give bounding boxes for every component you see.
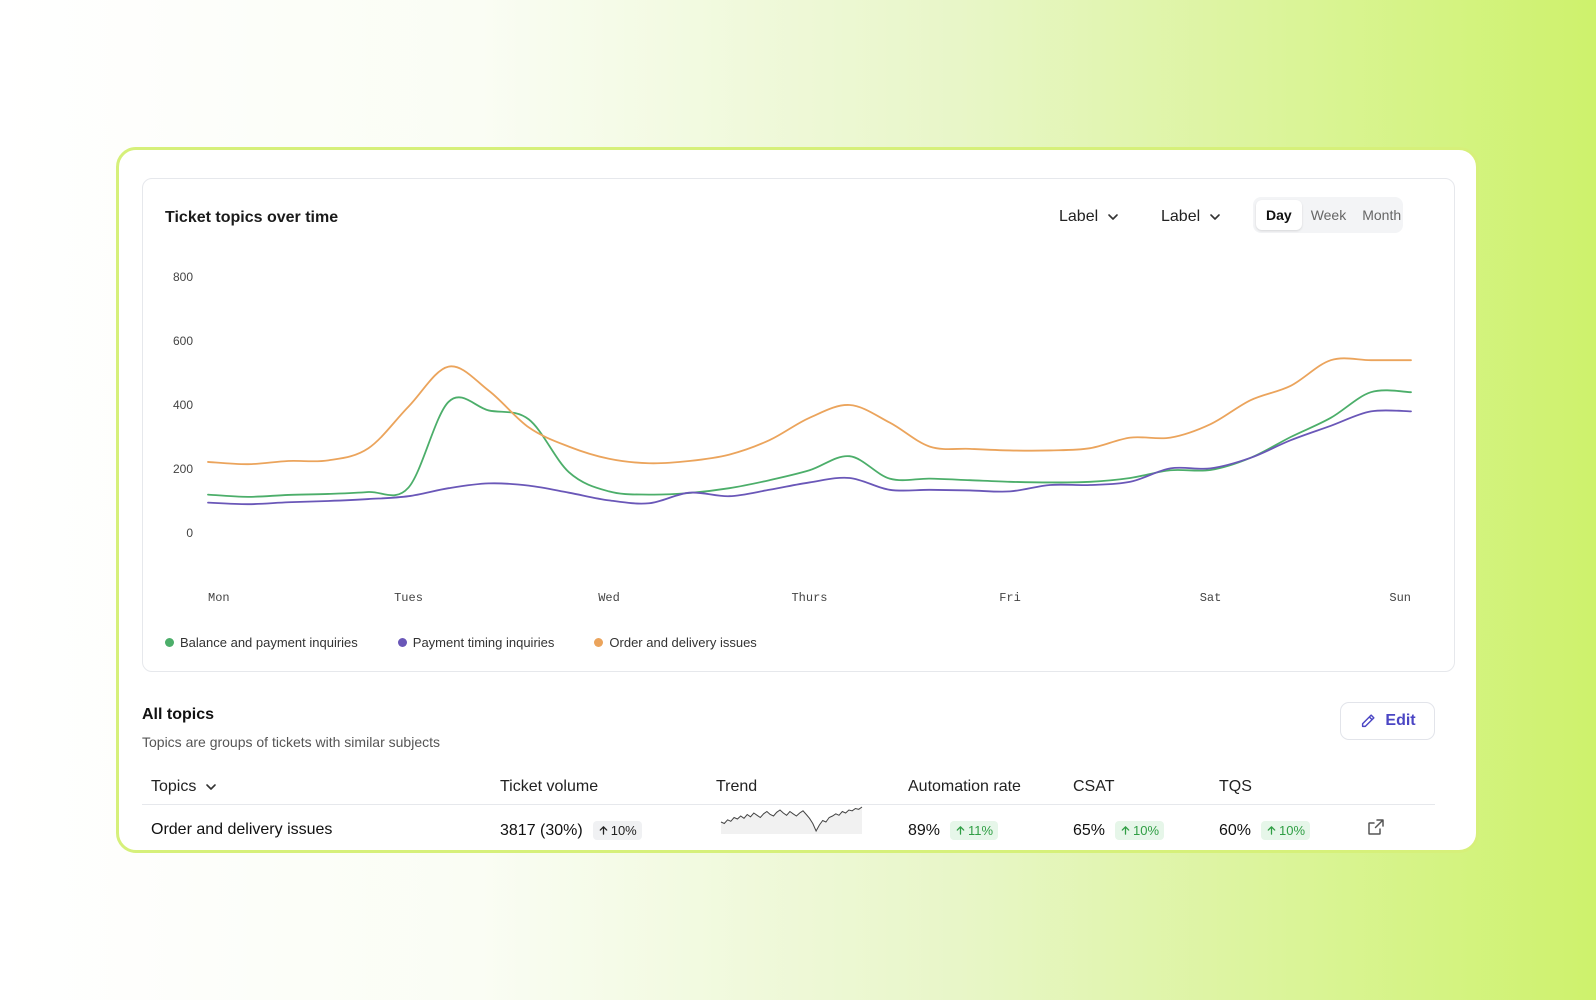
tab-week[interactable]: Week <box>1310 207 1347 223</box>
arrow-up-icon <box>1121 826 1130 835</box>
trend-sparkline <box>720 806 863 834</box>
label-dropdown-1[interactable]: Label <box>1059 208 1120 226</box>
legend-label: Balance and payment inquiries <box>180 635 358 650</box>
topic-name: Order and delivery issues <box>151 821 333 838</box>
label-dropdown-2[interactable]: Label <box>1161 208 1222 226</box>
arrow-up-icon <box>599 826 608 835</box>
automation-rate-cell: 89% 11% <box>908 821 999 840</box>
y-tick-label: 600 <box>173 334 193 348</box>
table-header-divider <box>142 804 1435 805</box>
sparkline-area <box>721 807 862 834</box>
line-chart: 0 200 400 600 800 Mon Tues Wed Thurs Fri Sat Sun <box>173 270 1412 605</box>
arrow-up-icon <box>1267 826 1276 835</box>
x-tick-label: Fri <box>999 591 1021 605</box>
chevron-down-icon <box>206 784 217 790</box>
legend-item: Balance and payment inquiries <box>165 635 358 650</box>
x-tick-label: Wed <box>598 591 620 605</box>
chevron-down-icon <box>1210 214 1220 220</box>
ticket-volume-value: 3817 (30%) <box>500 821 583 839</box>
volume-change-value: 10% <box>610 823 637 838</box>
legend-label: Order and delivery issues <box>609 635 757 650</box>
column-header-csat: CSAT <box>1073 778 1115 795</box>
series-line-balance-and-payment-inquiries <box>207 389 1412 498</box>
csat-value: 65% <box>1073 821 1106 839</box>
x-tick-label: Tues <box>394 591 423 605</box>
tab-day[interactable]: Day <box>1256 200 1302 230</box>
tqs-value: 60% <box>1219 821 1252 839</box>
legend-item: Payment timing inquiries <box>397 635 555 650</box>
series-line-order-and-delivery-issues <box>207 357 1412 466</box>
y-tick-label: 800 <box>173 270 193 284</box>
y-tick-label: 200 <box>173 462 193 476</box>
tqs-cell: 60% 10% <box>1219 821 1311 840</box>
time-range-toggle: Day Week Month <box>1253 197 1403 233</box>
x-tick-label: Mon <box>208 591 230 605</box>
legend-dot <box>397 638 407 647</box>
label-dropdown-2-text: Label <box>1161 208 1201 225</box>
chart-title: Ticket topics over time <box>165 209 339 226</box>
chevron-down-icon <box>1108 214 1118 220</box>
ticket-volume-cell: 3817 (30%) 10% <box>500 821 642 840</box>
y-tick-label: 400 <box>173 398 193 412</box>
automation-change-badge: 11% <box>950 821 999 840</box>
all-topics-subtitle: Topics are groups of tickets with simila… <box>142 734 440 750</box>
pencil-icon <box>1362 714 1375 728</box>
arrow-up-icon <box>956 826 965 835</box>
all-topics-title: All topics <box>142 706 215 723</box>
series-line-payment-timing-inquiries <box>207 409 1412 506</box>
sparkline-line <box>720 806 863 833</box>
column-header-ticket-volume: Ticket volume <box>500 778 599 795</box>
csat-change-value: 10% <box>1133 823 1160 838</box>
x-tick-label: Thurs <box>791 591 827 605</box>
legend-dot <box>165 638 174 647</box>
ticket-topics-chart-card: Ticket topics over time Label Label Day … <box>142 178 1455 672</box>
x-tick-label: Sun <box>1389 591 1411 605</box>
x-tick-label: Sat <box>1200 591 1222 605</box>
label-dropdown-1-text: Label <box>1059 208 1099 225</box>
dashboard-panel: Ticket topics over time Label Label Day … <box>116 147 1479 853</box>
y-tick-label: 0 <box>186 526 193 540</box>
column-header-topics-label: Topics <box>151 778 197 795</box>
csat-change-badge: 10% <box>1115 821 1165 840</box>
tqs-change-badge: 10% <box>1261 821 1311 840</box>
edit-button-label: Edit <box>1385 712 1416 729</box>
column-header-topics[interactable]: Topics <box>151 778 218 796</box>
tqs-change-value: 10% <box>1279 823 1306 838</box>
legend-dot <box>594 638 604 647</box>
external-link-icon[interactable] <box>1367 818 1385 836</box>
column-header-trend: Trend <box>716 778 758 795</box>
column-header-tqs: TQS <box>1219 778 1252 795</box>
automation-change-value: 11% <box>968 823 994 838</box>
column-header-automation-rate: Automation rate <box>908 778 1021 795</box>
legend-label: Payment timing inquiries <box>412 635 555 650</box>
volume-change-badge: 10% <box>592 821 642 840</box>
edit-button[interactable]: Edit <box>1340 702 1435 740</box>
automation-rate-value: 89% <box>908 821 941 839</box>
chart-legend: Balance and payment inquiries Payment tim… <box>165 635 757 650</box>
legend-item: Order and delivery issues <box>594 635 757 650</box>
tab-month[interactable]: Month <box>1362 207 1402 223</box>
csat-cell: 65% 10% <box>1073 821 1165 840</box>
